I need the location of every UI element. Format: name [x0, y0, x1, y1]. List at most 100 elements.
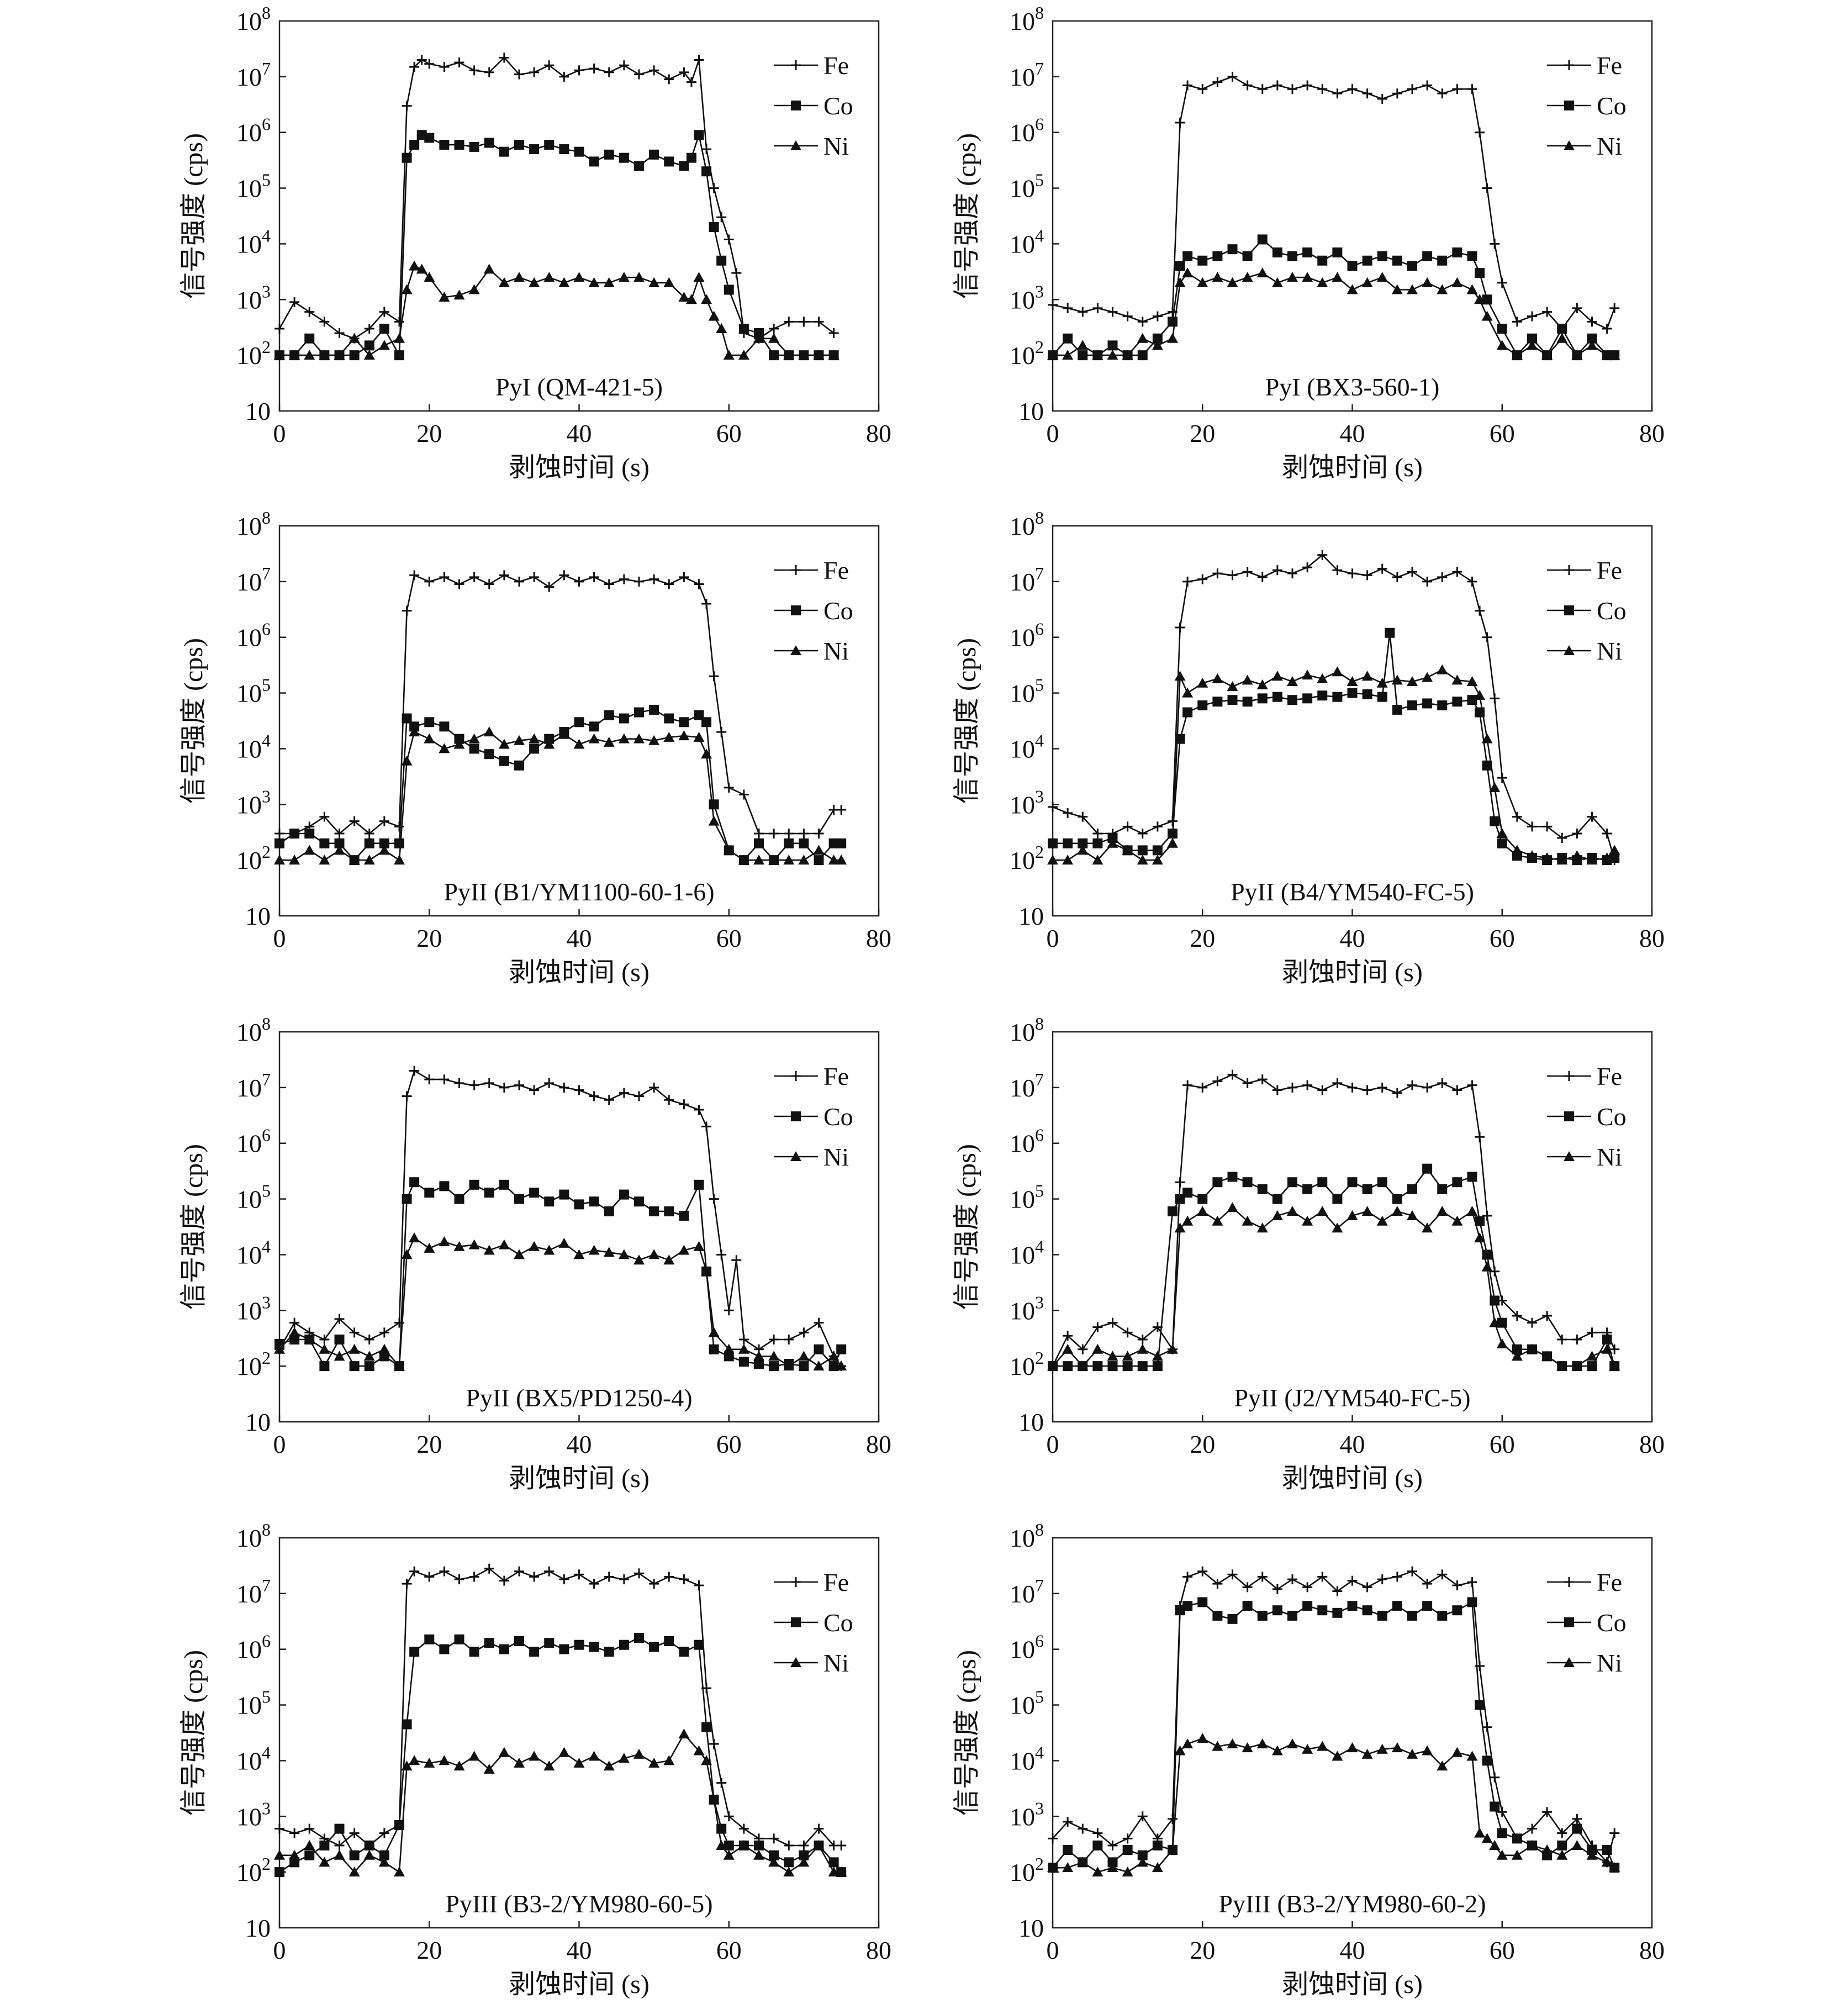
series-line-co [279, 1181, 842, 1367]
series-ni-point [1182, 1215, 1194, 1226]
series-fe-point [1122, 1833, 1133, 1844]
series-fe-point [1467, 1577, 1477, 1588]
series-ni-point [633, 733, 645, 744]
series-co-point [828, 838, 839, 848]
series-ni-point [529, 277, 540, 287]
series-fe-point [1497, 1807, 1507, 1817]
series-fe-point [1497, 277, 1507, 288]
series-fe-point [1527, 311, 1537, 321]
series-ni-point [1182, 1738, 1194, 1749]
series-fe-point [529, 1572, 540, 1582]
series-fe-point [724, 782, 734, 793]
series-fe-point [409, 62, 420, 72]
series-ni-point [401, 284, 413, 294]
series-co-point [499, 146, 509, 157]
series-co-point [454, 140, 464, 150]
series-co-point [544, 140, 555, 150]
series-co-point [364, 1361, 374, 1372]
x-tick-label: 20 [416, 1936, 442, 1964]
series-co [1048, 1597, 1620, 1873]
legend-label-fe: Fe [1597, 1062, 1622, 1090]
series-ni-point [349, 1343, 360, 1354]
series-co-point [1257, 234, 1268, 245]
y-tick-label: 107 [236, 563, 271, 596]
series-fe-point [679, 67, 689, 77]
series-fe-point [1063, 303, 1073, 313]
series-fe-point [1557, 1335, 1567, 1345]
series-ni-point [573, 739, 585, 749]
x-tick-label: 20 [416, 419, 442, 447]
series-fe [274, 52, 839, 344]
y-tick-label: 103 [236, 786, 271, 819]
series-fe-point [499, 570, 509, 581]
x-tick-label: 0 [273, 924, 286, 952]
series-co-point [364, 838, 374, 848]
series-co-point [1242, 1177, 1253, 1188]
series-co-point [679, 161, 689, 171]
series-ni-point [1332, 1750, 1343, 1761]
series-co-point [701, 166, 712, 177]
series-fe-point [754, 829, 764, 839]
series-ni-point [1242, 674, 1253, 685]
series-co-point [724, 284, 734, 295]
legend-label-ni: Ni [823, 132, 849, 160]
x-tick-label: 80 [866, 419, 891, 447]
series-co-point [619, 713, 629, 724]
series-ni-point [573, 272, 585, 282]
series-line-ni [279, 265, 834, 356]
series-co-point [469, 1179, 479, 1190]
y-tick-label: 108 [1010, 1014, 1044, 1046]
x-tick-label: 40 [1340, 419, 1365, 447]
series-ni-point [424, 1242, 435, 1253]
series-co-point [709, 222, 719, 233]
series-co-point [634, 1196, 644, 1207]
series-fe-point [1512, 811, 1522, 822]
series-co-point [289, 829, 300, 839]
series-fe-point [1572, 1813, 1582, 1824]
series-ni-point [836, 1866, 847, 1877]
y-tick-label: 103 [1010, 1292, 1044, 1325]
series-co-point [1257, 1184, 1268, 1194]
series-fe-point [559, 570, 569, 581]
series-ni [274, 1232, 847, 1371]
series-fe-point [334, 829, 345, 839]
panel-label: PyI (QM-421-5) [495, 373, 663, 401]
series-ni-point [363, 1849, 375, 1860]
series-ni-point [648, 1249, 660, 1259]
series-ni-point [1586, 1351, 1598, 1361]
series-ni-point [1481, 1833, 1493, 1843]
series-ni-point [1481, 310, 1493, 321]
series-co-point [701, 1722, 712, 1732]
y-tick-label: 104 [1010, 730, 1044, 763]
series-ni-point [678, 1245, 690, 1255]
series-co-point [1332, 247, 1343, 258]
series-fe-point [574, 576, 584, 587]
series-fe-point [1332, 1078, 1343, 1088]
series-co-point [589, 1642, 599, 1652]
series-ni-point [798, 350, 810, 360]
series-ni-point [1137, 1343, 1148, 1354]
series-fe-point [1572, 1335, 1582, 1345]
series-co-point [619, 1639, 629, 1650]
series-ni-point [1107, 350, 1118, 360]
series-ni-point [334, 1849, 345, 1860]
y-tick-label: 10 [1018, 1914, 1044, 1942]
legend-ni-marker [1564, 645, 1575, 655]
y-tick-label: 104 [236, 1236, 271, 1269]
series-co-point [1467, 1597, 1477, 1607]
legend-ni-marker [1564, 1151, 1575, 1161]
series-co-point [1227, 1172, 1238, 1182]
series-fe-point [679, 1099, 689, 1110]
series-fe-point [424, 1572, 435, 1582]
series-co-point [1317, 1177, 1328, 1188]
legend: Fe Co Ni [774, 556, 853, 665]
y-tick-label: 102 [1010, 337, 1044, 370]
series-fe-point [349, 1828, 360, 1838]
series-ni-point [693, 1745, 705, 1755]
series-ni-point [1361, 277, 1373, 287]
series-ni-point [1077, 1857, 1089, 1867]
series-co-point [1182, 251, 1193, 261]
series-fe-point [439, 572, 450, 582]
series-fe-point [484, 1078, 494, 1088]
series-ni-point [1212, 1741, 1223, 1751]
